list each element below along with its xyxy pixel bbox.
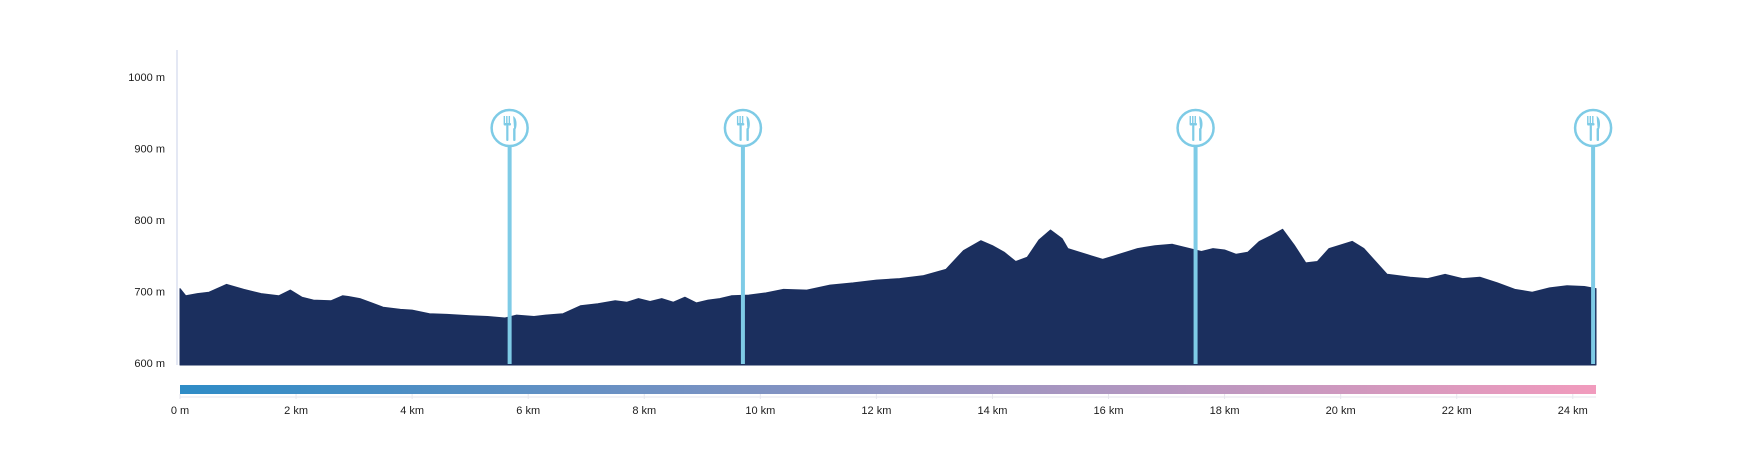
elevation-area bbox=[179, 228, 1597, 366]
x-tick-label: 8 km bbox=[632, 405, 656, 417]
x-tick-label: 4 km bbox=[400, 405, 424, 417]
fork-neck bbox=[503, 123, 512, 126]
restaurant-marker bbox=[1176, 108, 1215, 364]
x-tick-label: 16 km bbox=[1094, 405, 1124, 417]
knife-blade bbox=[513, 116, 517, 129]
fork-knife-icon bbox=[1189, 116, 1203, 141]
knife-handle bbox=[513, 128, 516, 141]
knife-blade bbox=[1199, 116, 1203, 129]
marker-circle bbox=[490, 108, 529, 148]
fork-tine bbox=[739, 116, 741, 124]
fork-tine bbox=[736, 116, 739, 124]
y-tick-label: 600 m bbox=[134, 358, 165, 370]
marker-circle bbox=[1573, 108, 1613, 148]
fork-tine bbox=[506, 116, 508, 124]
fork-tine bbox=[1587, 116, 1589, 124]
y-tick-label: 1000 m bbox=[128, 72, 165, 84]
fork-tine bbox=[1189, 116, 1191, 124]
knife-handle bbox=[746, 128, 749, 141]
y-axis: 1000 m 900 m 800 m 700 m 600 m bbox=[128, 50, 178, 370]
elevation-area-layer bbox=[179, 228, 1597, 366]
x-tick-label: 20 km bbox=[1326, 405, 1356, 417]
fork-knife-icon bbox=[736, 116, 750, 141]
y-tick-label: 900 m bbox=[134, 144, 165, 156]
knife-blade bbox=[1596, 116, 1601, 129]
fork-knife-icon bbox=[1587, 116, 1601, 141]
fork-handle bbox=[1192, 125, 1195, 141]
knife-handle bbox=[1596, 128, 1599, 141]
fork-tine bbox=[508, 116, 511, 124]
x-tick-label: 14 km bbox=[977, 405, 1007, 417]
fork-neck bbox=[1189, 123, 1197, 126]
fork-handle bbox=[506, 125, 509, 141]
x-tick-label: 24 km bbox=[1558, 405, 1588, 417]
markers-layer bbox=[490, 108, 1613, 364]
x-tick-label: 12 km bbox=[861, 405, 891, 417]
fork-tine bbox=[1592, 116, 1594, 124]
fork-tine bbox=[1194, 116, 1196, 124]
fork-tine bbox=[1589, 116, 1591, 124]
knife-blade bbox=[746, 116, 750, 129]
restaurant-marker bbox=[1573, 108, 1613, 364]
marker-circle bbox=[1176, 108, 1215, 148]
fork-tine bbox=[1192, 116, 1194, 124]
y-tick-label: 700 m bbox=[134, 287, 165, 299]
x-axis: 0 m 2 km 4 km 6 km 8 km 10 km 12 km 14 km 16 km 1… bbox=[171, 385, 1596, 417]
fork-tine bbox=[741, 116, 744, 124]
fork-knife-icon bbox=[503, 116, 517, 141]
fork-handle bbox=[1589, 125, 1592, 141]
y-tick-label: 800 m bbox=[134, 215, 165, 227]
x-tick-label: 22 km bbox=[1442, 405, 1472, 417]
x-tick-label: 0 m bbox=[171, 405, 189, 417]
restaurant-marker bbox=[723, 108, 763, 364]
fork-neck bbox=[1587, 123, 1595, 126]
knife-handle bbox=[1199, 128, 1202, 141]
fork-tine bbox=[503, 116, 506, 124]
distance-gradient-bar bbox=[180, 385, 1596, 394]
fork-neck bbox=[736, 123, 745, 126]
x-tick-label: 18 km bbox=[1210, 405, 1240, 417]
x-tick-label: 6 km bbox=[516, 405, 540, 417]
x-tick-label: 10 km bbox=[745, 405, 775, 417]
restaurant-marker bbox=[490, 108, 529, 364]
fork-handle bbox=[739, 125, 742, 141]
x-tick-label: 2 km bbox=[284, 405, 308, 417]
marker-circle bbox=[723, 108, 763, 148]
